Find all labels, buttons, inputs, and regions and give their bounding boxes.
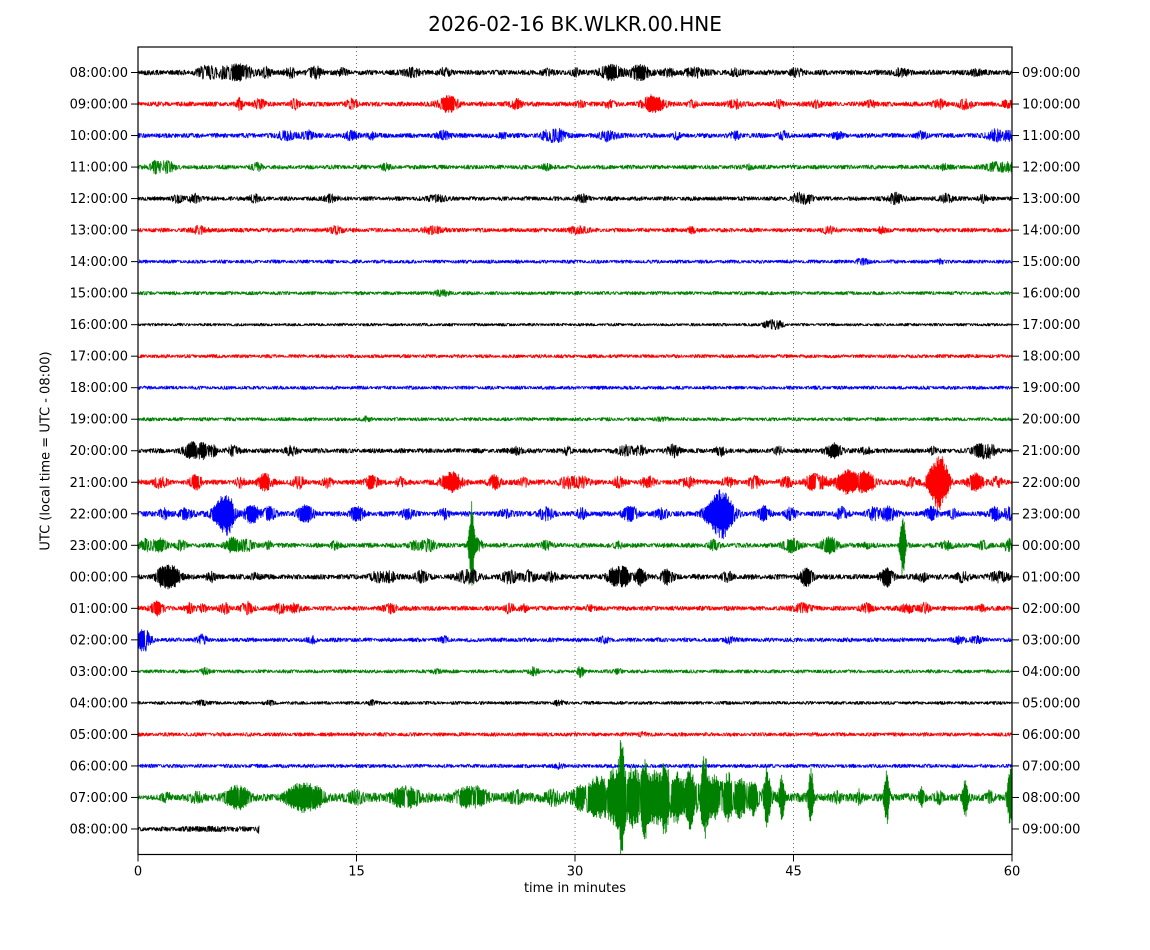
trace-row-05:00:00 [137, 730, 1013, 738]
trace-row-14:00:00 [137, 257, 1013, 266]
local-time-label: 20:00:00 [1022, 413, 1080, 428]
utc-time-label: 21:00:00 [70, 476, 128, 491]
local-time-label: 21:00:00 [1022, 444, 1080, 459]
trace-row-11:00:00 [137, 159, 1013, 175]
local-time-label: 09:00:00 [1022, 66, 1080, 81]
local-time-label: 05:00:00 [1022, 696, 1080, 711]
trace-row-16:00:00 [137, 319, 1013, 331]
local-time-label: 14:00:00 [1022, 224, 1080, 239]
utc-time-label: 17:00:00 [70, 350, 128, 365]
utc-time-label: 10:00:00 [70, 129, 128, 144]
local-time-label: 15:00:00 [1022, 255, 1080, 270]
trace-row-23:00:00 [137, 501, 1013, 586]
x-axis-label: time in minutes [523, 881, 627, 896]
utc-time-label: 23:00:00 [70, 539, 128, 554]
trace-row-08:00:00 [137, 825, 260, 834]
utc-time-label: 05:00:00 [70, 728, 128, 743]
trace-row-00:00:00 [137, 564, 1013, 590]
trace-row-18:00:00 [137, 385, 1013, 390]
trace-row-20:00:00 [137, 441, 1013, 461]
x-tick-label: 15 [348, 865, 365, 880]
trace-row-08:00:00 [137, 63, 1013, 82]
local-time-label: 13:00:00 [1022, 192, 1080, 207]
utc-time-label: 08:00:00 [70, 822, 128, 837]
trace-row-17:00:00 [137, 354, 1013, 359]
y-axis-label: UTC (local time = UTC - 08:00) [38, 351, 54, 551]
trace-row-21:00:00 [137, 456, 1013, 511]
utc-time-label: 00:00:00 [70, 570, 128, 585]
trace-row-22:00:00 [137, 489, 1013, 540]
local-time-label: 11:00:00 [1022, 129, 1080, 144]
utc-time-label: 09:00:00 [70, 98, 128, 113]
trace-row-19:00:00 [137, 415, 1013, 423]
local-time-label: 23:00:00 [1022, 507, 1080, 522]
local-time-label: 12:00:00 [1022, 161, 1080, 176]
x-tick-label: 0 [134, 865, 142, 880]
utc-time-label: 15:00:00 [70, 287, 128, 302]
local-time-label: 22:00:00 [1022, 476, 1080, 491]
trace-row-04:00:00 [137, 699, 1013, 707]
utc-time-label: 02:00:00 [70, 633, 128, 648]
local-time-label: 06:00:00 [1022, 728, 1080, 743]
utc-time-label: 12:00:00 [70, 192, 128, 207]
x-tick-label: 30 [567, 865, 584, 880]
local-time-label: 01:00:00 [1022, 570, 1080, 585]
utc-time-label: 07:00:00 [70, 791, 128, 806]
trace-row-15:00:00 [137, 289, 1013, 297]
trace-row-06:00:00 [137, 762, 1013, 770]
local-time-label: 16:00:00 [1022, 287, 1080, 302]
utc-time-label: 08:00:00 [70, 66, 128, 81]
chart-title: 2026-02-16 BK.WLKR.00.HNE [428, 12, 722, 36]
utc-time-label: 18:00:00 [70, 381, 128, 396]
local-time-label: 02:00:00 [1022, 602, 1080, 617]
local-time-label: 07:00:00 [1022, 759, 1080, 774]
local-time-label: 17:00:00 [1022, 318, 1080, 333]
local-time-label: 19:00:00 [1022, 381, 1080, 396]
trace-row-07:00:00 [137, 739, 1013, 855]
utc-time-label: 01:00:00 [70, 602, 128, 617]
trace-row-01:00:00 [137, 600, 1013, 617]
local-time-label: 09:00:00 [1022, 822, 1080, 837]
trace-row-09:00:00 [137, 94, 1013, 114]
trace-row-03:00:00 [137, 666, 1013, 679]
utc-time-label: 16:00:00 [70, 318, 128, 333]
local-time-label: 18:00:00 [1022, 350, 1080, 365]
utc-time-label: 20:00:00 [70, 444, 128, 459]
utc-time-label: 22:00:00 [70, 507, 128, 522]
trace-row-13:00:00 [137, 225, 1013, 236]
utc-time-label: 19:00:00 [70, 413, 128, 428]
x-tick-label: 45 [785, 865, 802, 880]
x-tick-label: 60 [1004, 865, 1021, 880]
trace-row-12:00:00 [137, 191, 1013, 206]
local-time-label: 10:00:00 [1022, 98, 1080, 113]
local-time-label: 08:00:00 [1022, 791, 1080, 806]
utc-time-label: 11:00:00 [70, 161, 128, 176]
local-time-label: 03:00:00 [1022, 633, 1080, 648]
utc-time-label: 14:00:00 [70, 255, 128, 270]
trace-row-10:00:00 [137, 127, 1013, 143]
utc-time-label: 06:00:00 [70, 759, 128, 774]
local-time-label: 00:00:00 [1022, 539, 1080, 554]
utc-time-label: 04:00:00 [70, 696, 128, 711]
utc-time-label: 03:00:00 [70, 665, 128, 680]
utc-time-label: 13:00:00 [70, 224, 128, 239]
local-time-label: 04:00:00 [1022, 665, 1080, 680]
trace-row-02:00:00 [137, 629, 1013, 652]
